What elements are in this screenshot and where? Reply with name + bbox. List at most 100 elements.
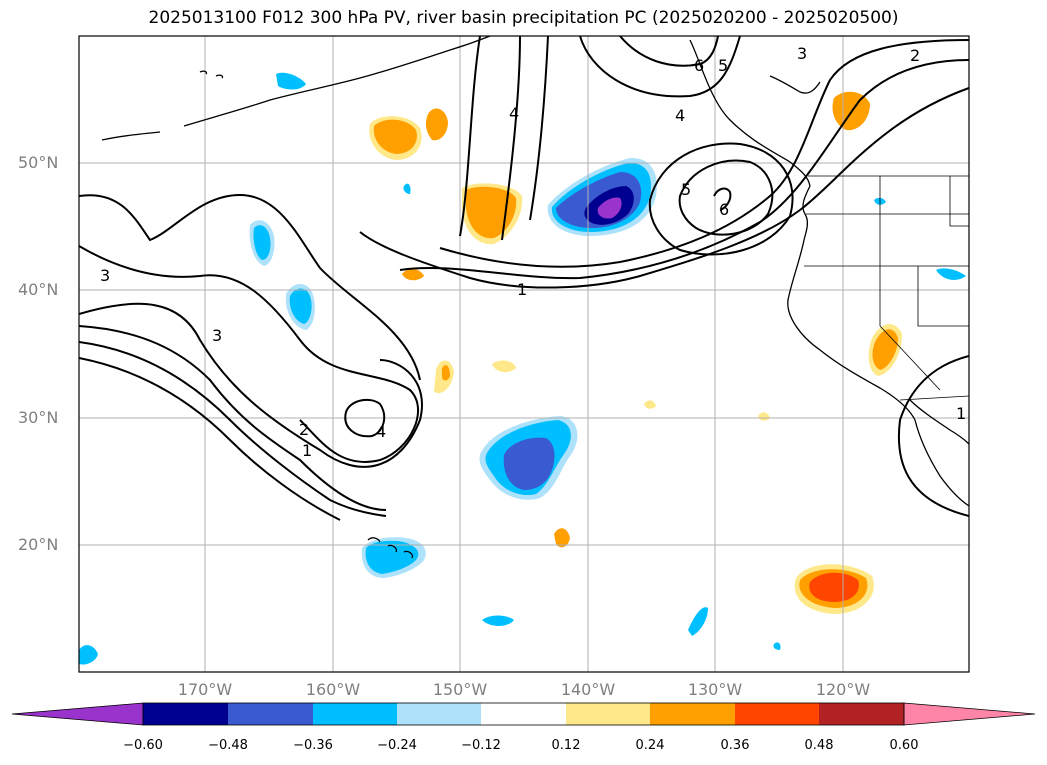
colorbar-swatch-4 <box>397 703 481 725</box>
neg-anomaly-hawaii-core <box>365 540 419 574</box>
pos-anomaly-ca <box>872 329 898 370</box>
lon-label-130w: 130°W <box>687 680 743 699</box>
contour-label-3-mid: 3 <box>212 326 223 345</box>
neg-anomaly-west-1-core <box>253 225 271 260</box>
coast-northwest-islands <box>199 70 224 79</box>
contour-label-4-north: 4 <box>509 104 520 123</box>
colorbar-tick-7: 0.36 <box>720 738 750 753</box>
coastlines <box>101 36 969 559</box>
state-borders <box>804 175 969 401</box>
contour-label-6-ne: 6 <box>694 56 705 75</box>
pos-anomaly-south-east-core <box>809 572 859 602</box>
colorbar-tick-2: −0.36 <box>293 738 333 753</box>
contour-label-3-ne: 3 <box>797 44 808 63</box>
contour-label-3-west: 3 <box>100 266 111 285</box>
pos-anomaly-mid-3 <box>554 528 570 548</box>
contour-label-4-mid: 4 <box>675 106 686 125</box>
colorbar-swatch-3 <box>313 703 397 725</box>
contour-ridge-5 <box>501 36 521 241</box>
colorbar-frame <box>142 702 905 726</box>
contour-ridge-2 <box>399 59 969 280</box>
colorbar-tick-6: 0.24 <box>635 738 665 753</box>
contour-east <box>897 355 969 517</box>
colorbar-swatch-1 <box>143 703 228 725</box>
contour-ridge-4 <box>459 36 481 237</box>
lat-label-20: 20°N <box>18 535 59 554</box>
contour-west-6 <box>79 357 341 521</box>
contour-label-2-west: 2 <box>299 420 310 439</box>
lon-label-150w: 150°W <box>432 680 488 699</box>
lat-label-50: 50°N <box>18 153 59 172</box>
contour-label-1-east: 1 <box>956 404 967 423</box>
colorbar-tick-5: 0.12 <box>551 738 581 753</box>
colorbar-tick-9: 0.60 <box>889 738 919 753</box>
lat-label-40: 40°N <box>18 280 59 299</box>
contour-label-2-ne: 2 <box>910 46 921 65</box>
contour-eddy <box>344 398 386 438</box>
pos-anomaly-dot-2 <box>758 412 770 421</box>
colorbar-swatch-10 <box>903 702 1036 726</box>
neg-anomaly-south-small <box>482 615 514 626</box>
coast-aleutian-west <box>101 131 161 141</box>
coast-alaska-panhandle <box>769 75 821 94</box>
neg-anomaly-gulf-core <box>597 197 622 219</box>
coast-west-us <box>787 239 916 421</box>
contour-ridge-1 <box>359 87 969 289</box>
neg-anomaly-west-2-core <box>289 288 312 324</box>
contour-west-5 <box>79 341 387 517</box>
pos-anomaly-nw-1 <box>373 119 417 154</box>
map-title: 2025013100 F012 300 hPa PV, river basin … <box>148 8 899 28</box>
neg-anomaly-central-core <box>503 437 555 490</box>
contour-label-1-south: 1 <box>517 280 528 299</box>
contour-label-6-low: 6 <box>719 200 730 219</box>
coast-hawaii <box>367 537 414 559</box>
contour-west-3 <box>79 302 423 468</box>
contour-west-4 <box>79 325 387 511</box>
contour-low-1 <box>648 142 794 256</box>
colorbar-swatch-2 <box>228 703 313 725</box>
colorbar-tick-1: −0.48 <box>208 738 248 753</box>
colorbar-tick-8: 0.48 <box>804 738 834 753</box>
coast-alaska-south <box>689 39 811 187</box>
contour-low-2 <box>678 159 774 236</box>
colorbar-swatch-5 <box>481 703 566 725</box>
contour-label-5-low: 5 <box>681 180 692 199</box>
colorbar-swatch-6 <box>566 703 650 725</box>
colorbar-swatch-7 <box>650 703 735 725</box>
colorbar-tick-4: −0.12 <box>461 738 501 753</box>
lon-label-170w: 170°W <box>177 680 233 699</box>
coast-alaska-peninsula <box>183 36 491 127</box>
map-panel <box>79 36 969 672</box>
contour-west-1 <box>79 193 421 381</box>
pos-anomaly-mid-4 <box>402 268 424 281</box>
border-us-mexico <box>899 395 969 401</box>
colorbar-tick-0: −0.60 <box>123 738 163 753</box>
neg-anomaly-southwest <box>79 645 98 665</box>
neg-anomaly-coast-2 <box>936 268 966 280</box>
pos-anomaly-mid-1-core <box>442 365 450 381</box>
contour-ridge-6 <box>529 36 549 221</box>
coast-baja <box>914 419 969 507</box>
neg-anomaly-south-small-2 <box>688 607 708 636</box>
border-mt <box>949 176 969 227</box>
pos-anomaly-nw-2 <box>425 108 448 141</box>
contour-west-2 <box>79 245 420 463</box>
contour-trough-1 <box>579 36 741 98</box>
lon-label-140w: 140°W <box>560 680 616 699</box>
map-frame <box>78 35 970 673</box>
gridlines <box>79 36 969 672</box>
lon-label-160w: 160°W <box>305 680 361 699</box>
colorbar-swatch-9 <box>819 703 904 725</box>
lon-label-120w: 120°W <box>815 680 871 699</box>
coast-mexico <box>909 399 969 445</box>
neg-anomaly-aleutian <box>276 72 306 90</box>
pos-anomaly-mid-2 <box>492 360 516 373</box>
pos-anomaly-dot-1 <box>644 400 656 409</box>
lat-label-30: 30°N <box>18 408 59 427</box>
border-ca-nv <box>879 266 941 391</box>
colorbar-swatch-8 <box>735 703 819 725</box>
colorbar-tick-3: −0.24 <box>377 738 417 753</box>
colorbar <box>11 702 1036 726</box>
pv-contours <box>79 36 969 521</box>
